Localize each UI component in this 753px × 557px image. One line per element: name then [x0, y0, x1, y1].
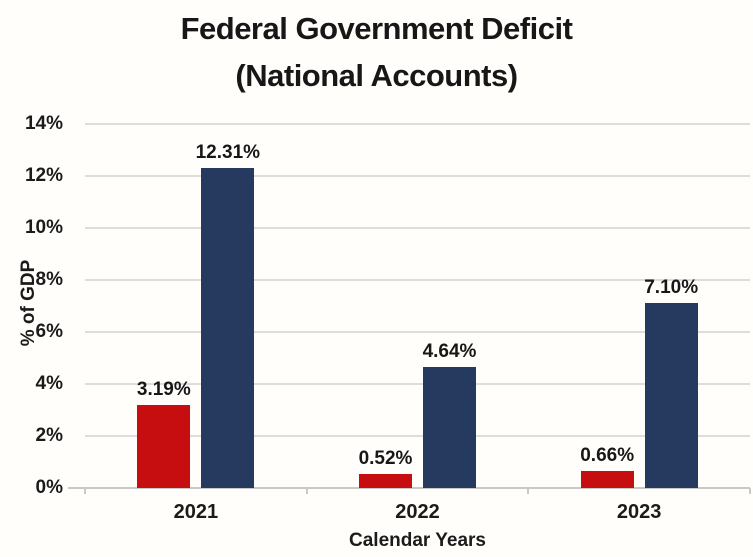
y-tick-label-6: 6%: [35, 321, 63, 342]
y-tick-label-0: 0%: [35, 477, 63, 498]
plot-area: 0% 2% 4% 6% 8% 10% 12% 14% 3.19% 12.31% 0.52% 4.64…: [25, 113, 751, 498]
gridline-14pct: [85, 123, 750, 125]
category-group-2022: 0.52% 4.64%: [307, 124, 529, 488]
x-axis-boundary-tick: [84, 488, 86, 494]
gridline-12pct: [85, 175, 750, 177]
bars-layer: 3.19% 12.31% 0.52% 4.64% 0.66% 7.10%: [85, 124, 750, 488]
x-axis-ticks: 2021 2022 2023: [85, 501, 750, 524]
y-tick-label-2: 2%: [35, 425, 63, 446]
y-tick-label-14: 14%: [24, 113, 63, 134]
gridline-8pct: [85, 279, 750, 281]
bar-2023-red: 0.66%: [580, 445, 634, 488]
bar-label-2023-navy: 7.10%: [644, 277, 699, 299]
x-axis-boundary-tick: [305, 488, 308, 494]
bar-2021-navy: 12.31%: [196, 142, 260, 488]
bar-2021-red: 3.19%: [137, 379, 191, 488]
bar-label-2021-navy: 12.31%: [195, 141, 261, 163]
gridline-4pct: [85, 383, 750, 385]
gridline-10pct: [85, 227, 750, 229]
chart-title-line1: Federal Government Deficit: [180, 11, 573, 46]
gridline-2pct: [85, 435, 750, 437]
x-tick-label-2021: 2021: [173, 501, 219, 523]
grid-layer: 0% 2% 4% 6% 8% 10% 12% 14%: [25, 113, 751, 498]
y-tick-label-4: 4%: [35, 373, 63, 394]
y-tick-label-8: 8%: [35, 269, 63, 290]
chart-title-line2: (National Accounts): [235, 58, 518, 93]
chart-title: Federal Government Deficit (National Acc…: [0, 5, 753, 99]
x-axis-boundary-tick: [527, 488, 530, 494]
bar-label-2023-red: 0.66%: [580, 444, 635, 466]
x-axis-line: [68, 487, 750, 489]
bar-2022-navy: 4.64%: [423, 341, 476, 488]
x-tick-label-2022: 2022: [395, 501, 440, 523]
category-group-2023: 0.66% 7.10%: [528, 124, 750, 488]
y-tick-label-10: 10%: [24, 217, 63, 238]
x-tick-label-2023: 2023: [616, 501, 662, 523]
x-axis-boundary-tick: [749, 488, 751, 494]
bar-2022-red: 0.52%: [359, 448, 412, 488]
category-group-2021: 3.19% 12.31%: [85, 124, 307, 488]
bar-label-2021-red: 3.19%: [136, 379, 191, 401]
bar-label-2022-navy: 4.64%: [422, 341, 477, 363]
bar-2023-navy: 7.10%: [644, 277, 698, 488]
y-tick-label-12: 12%: [24, 165, 63, 186]
x-axis-title: Calendar Years: [349, 530, 486, 551]
bar-label-2022-red: 0.52%: [358, 448, 413, 470]
gridline-6pct: [85, 331, 750, 333]
